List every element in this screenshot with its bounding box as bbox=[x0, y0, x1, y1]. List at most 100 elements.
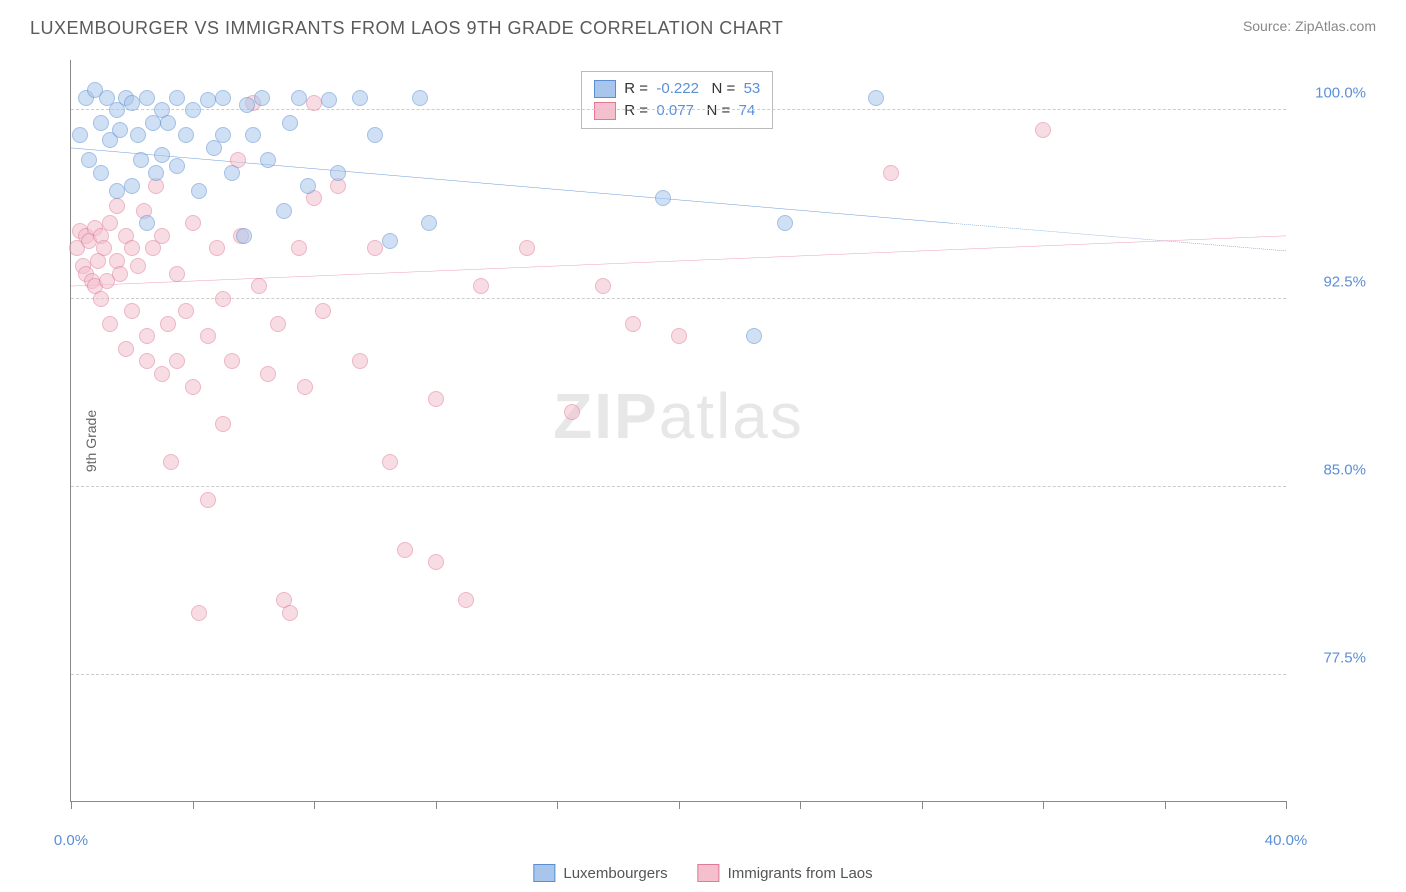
data-point bbox=[473, 278, 489, 294]
chart-area: 9th Grade ZIPatlas R = -0.222 N = 53R = … bbox=[50, 50, 1376, 832]
data-point bbox=[185, 215, 201, 231]
data-point bbox=[133, 152, 149, 168]
data-point bbox=[200, 328, 216, 344]
x-tick bbox=[800, 801, 801, 809]
data-point bbox=[625, 316, 641, 332]
data-point bbox=[130, 258, 146, 274]
data-point bbox=[96, 240, 112, 256]
data-point bbox=[297, 379, 313, 395]
chart-title: LUXEMBOURGER VS IMMIGRANTS FROM LAOS 9TH… bbox=[30, 18, 783, 39]
data-point bbox=[209, 240, 225, 256]
x-tick bbox=[193, 801, 194, 809]
data-point bbox=[251, 278, 267, 294]
data-point bbox=[1035, 122, 1051, 138]
data-point bbox=[185, 102, 201, 118]
data-point bbox=[178, 127, 194, 143]
data-point bbox=[191, 183, 207, 199]
x-tick-label: 0.0% bbox=[54, 832, 88, 849]
data-point bbox=[169, 266, 185, 282]
legend-label: Immigrants from Laos bbox=[728, 865, 873, 882]
y-tick-label: 77.5% bbox=[1296, 650, 1366, 667]
data-point bbox=[306, 95, 322, 111]
data-point bbox=[139, 353, 155, 369]
data-point bbox=[169, 158, 185, 174]
data-point bbox=[655, 190, 671, 206]
data-point bbox=[282, 115, 298, 131]
data-point bbox=[236, 228, 252, 244]
data-point bbox=[215, 416, 231, 432]
data-point bbox=[185, 379, 201, 395]
data-point bbox=[109, 198, 125, 214]
data-point bbox=[382, 454, 398, 470]
data-point bbox=[421, 215, 437, 231]
y-tick-label: 85.0% bbox=[1296, 462, 1366, 479]
data-point bbox=[746, 328, 762, 344]
data-point bbox=[178, 303, 194, 319]
data-point bbox=[102, 316, 118, 332]
source-attribution: Source: ZipAtlas.com bbox=[1243, 18, 1376, 34]
data-point bbox=[93, 165, 109, 181]
x-tick bbox=[557, 801, 558, 809]
data-point bbox=[352, 90, 368, 106]
legend-label: Luxembourgers bbox=[563, 865, 667, 882]
data-point bbox=[112, 266, 128, 282]
x-tick bbox=[1165, 801, 1166, 809]
x-tick bbox=[436, 801, 437, 809]
data-point bbox=[282, 605, 298, 621]
gridline bbox=[71, 674, 1286, 675]
data-point bbox=[200, 492, 216, 508]
data-point bbox=[239, 97, 255, 113]
data-point bbox=[260, 152, 276, 168]
x-tick-label: 40.0% bbox=[1265, 832, 1308, 849]
data-point bbox=[109, 183, 125, 199]
data-point bbox=[139, 328, 155, 344]
data-point bbox=[93, 115, 109, 131]
legend-swatch bbox=[594, 80, 616, 98]
data-point bbox=[458, 592, 474, 608]
data-point bbox=[215, 291, 231, 307]
stats-legend: R = -0.222 N = 53R = 0.077 N = 74 bbox=[581, 71, 773, 129]
legend-swatch bbox=[533, 864, 555, 882]
data-point bbox=[169, 90, 185, 106]
x-tick bbox=[1286, 801, 1287, 809]
data-point bbox=[81, 152, 97, 168]
data-point bbox=[321, 92, 337, 108]
legend-swatch bbox=[698, 864, 720, 882]
legend-item: Luxembourgers bbox=[533, 864, 667, 882]
source-link[interactable]: ZipAtlas.com bbox=[1295, 18, 1376, 34]
plot-region: ZIPatlas R = -0.222 N = 53R = 0.077 N = … bbox=[70, 60, 1286, 802]
data-point bbox=[215, 90, 231, 106]
data-point bbox=[352, 353, 368, 369]
legend-swatch bbox=[594, 102, 616, 120]
data-point bbox=[777, 215, 793, 231]
data-point bbox=[412, 90, 428, 106]
data-point bbox=[883, 165, 899, 181]
data-point bbox=[300, 178, 316, 194]
data-point bbox=[160, 316, 176, 332]
data-point bbox=[118, 341, 134, 357]
data-point bbox=[72, 127, 88, 143]
data-point bbox=[200, 92, 216, 108]
data-point bbox=[519, 240, 535, 256]
data-point bbox=[245, 127, 261, 143]
y-tick-label: 92.5% bbox=[1296, 273, 1366, 290]
data-point bbox=[93, 291, 109, 307]
watermark: ZIPatlas bbox=[553, 379, 804, 453]
data-point bbox=[276, 203, 292, 219]
series-legend: Luxembourgers Immigrants from Laos bbox=[533, 864, 872, 882]
data-point bbox=[154, 366, 170, 382]
gridline bbox=[71, 486, 1286, 487]
data-point bbox=[291, 90, 307, 106]
data-point bbox=[315, 303, 331, 319]
data-point bbox=[160, 115, 176, 131]
x-tick bbox=[1043, 801, 1044, 809]
y-tick-label: 100.0% bbox=[1296, 85, 1366, 102]
data-point bbox=[564, 404, 580, 420]
x-tick bbox=[314, 801, 315, 809]
data-point bbox=[215, 127, 231, 143]
data-point bbox=[397, 542, 413, 558]
data-point bbox=[139, 215, 155, 231]
data-point bbox=[154, 147, 170, 163]
stats-legend-row: R = -0.222 N = 53 bbox=[594, 78, 760, 100]
x-tick bbox=[922, 801, 923, 809]
